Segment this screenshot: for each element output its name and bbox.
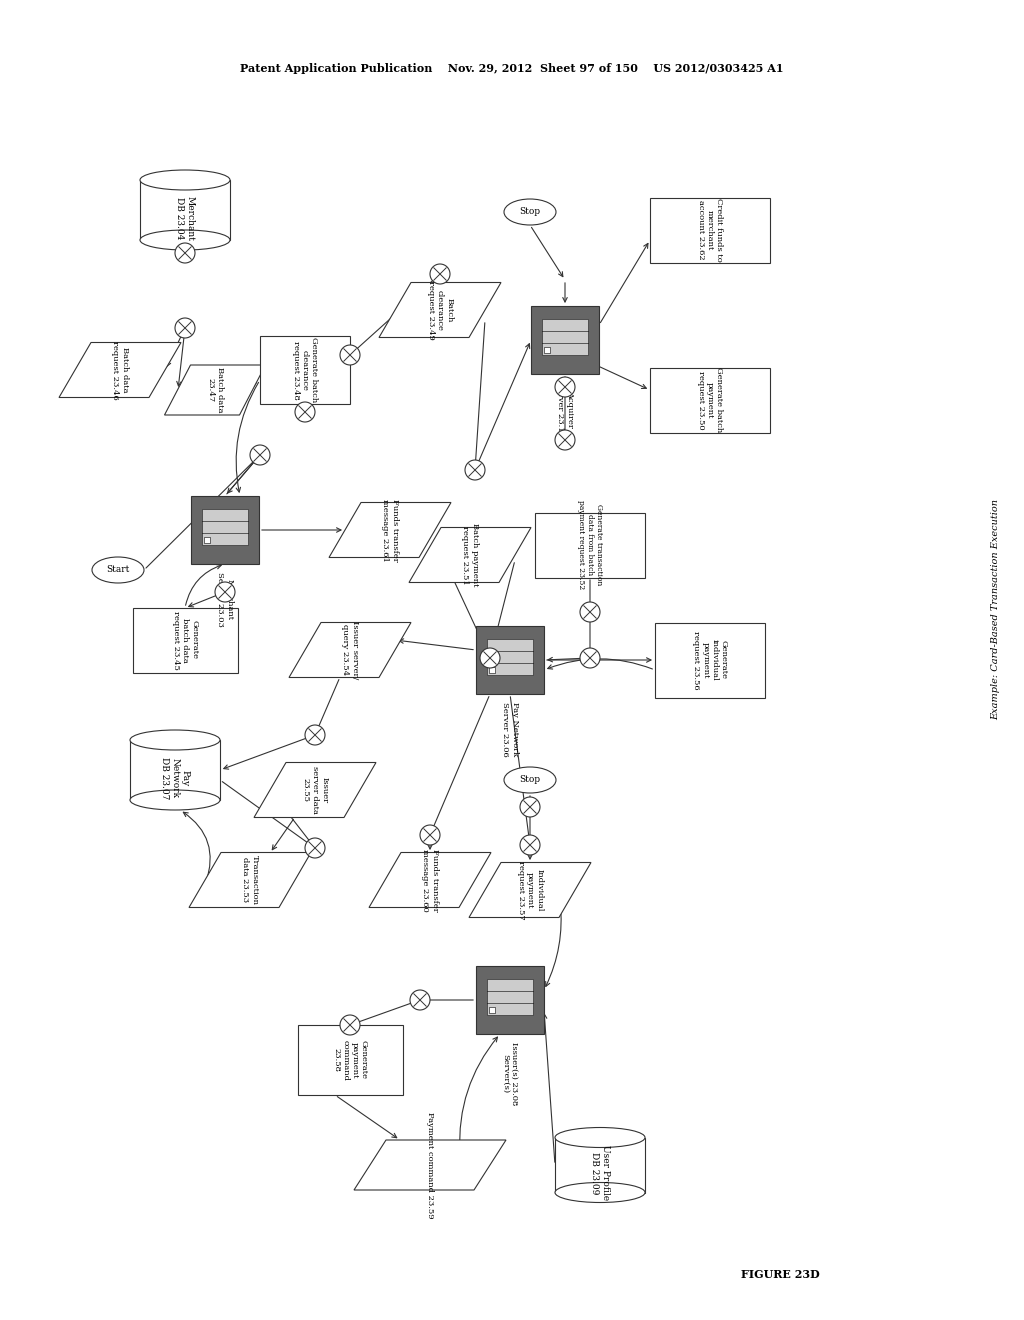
Bar [535,512,645,578]
Text: Batch data
23.47: Batch data 23.47 [207,367,223,413]
Circle shape [305,838,325,858]
Ellipse shape [555,1127,645,1147]
Circle shape [215,582,234,602]
Circle shape [430,264,450,284]
Circle shape [555,430,575,450]
Circle shape [295,403,315,422]
Bar [555,1138,645,1192]
Text: Stop: Stop [519,207,541,216]
Text: Issuer
server data
23.55: Issuer server data 23.55 [302,766,329,814]
Text: Generate batch
payment
request 23.50: Generate batch payment request 23.50 [696,367,723,433]
Text: User Profile
DB 23.09: User Profile DB 23.09 [590,1146,609,1201]
Text: FIGURE 23D: FIGURE 23D [740,1270,819,1280]
Polygon shape [369,853,490,908]
Text: Start: Start [106,565,130,574]
Bar [476,626,544,694]
Bar [476,966,544,1034]
Circle shape [555,378,575,397]
Text: Batch data
request 23.46: Batch data request 23.46 [112,341,129,400]
Text: Generate transaction
data from batch
payment request 23.52: Generate transaction data from batch pay… [577,500,603,590]
Polygon shape [189,853,311,908]
Ellipse shape [140,230,230,249]
Text: Pay
Network
DB 23.07: Pay Network DB 23.07 [160,756,189,799]
Text: Acquirer
Server 23.10: Acquirer Server 23.10 [556,381,573,437]
Circle shape [520,836,540,855]
Circle shape [580,648,600,668]
Circle shape [580,602,600,622]
Text: Example: Card-Based Transaction Execution: Example: Card-Based Transaction Executio… [991,499,1000,721]
Polygon shape [165,366,265,414]
Bar [204,537,210,543]
Text: Patent Application Publication    Nov. 29, 2012  Sheet 97 of 150    US 2012/0303: Patent Application Publication Nov. 29, … [241,62,783,74]
Bar [130,741,220,800]
Ellipse shape [130,789,220,810]
Bar [486,979,534,1015]
Bar [655,623,765,697]
Bar [650,367,770,433]
Circle shape [340,345,360,366]
Text: Payment command 23.59: Payment command 23.59 [426,1111,434,1218]
Polygon shape [469,862,591,917]
Circle shape [520,797,540,817]
Circle shape [480,648,500,668]
Ellipse shape [140,170,230,190]
Polygon shape [329,503,451,557]
Bar [132,607,238,672]
Ellipse shape [504,767,556,793]
Bar [650,198,770,263]
Circle shape [175,318,195,338]
Text: Generate
individual
payment
request 23.56: Generate individual payment request 23.5… [692,631,728,689]
Circle shape [420,825,440,845]
Circle shape [465,459,485,480]
Text: Stop: Stop [519,776,541,784]
Circle shape [305,725,325,744]
Text: Generate
payment
command
23.58: Generate payment command 23.58 [332,1040,368,1081]
Circle shape [410,990,430,1010]
Text: Credit funds to
merchant
account 23.62: Credit funds to merchant account 23.62 [696,198,723,261]
Text: Batch payment
request 23.51: Batch payment request 23.51 [462,523,478,587]
Text: Individual
payment
request 23.57: Individual payment request 23.57 [517,861,543,919]
Circle shape [250,445,270,465]
Text: Batch
clearance
request 23.49: Batch clearance request 23.49 [427,281,454,339]
Polygon shape [379,282,501,338]
Text: Generate batch
clearance
request 23.48: Generate batch clearance request 23.48 [292,338,318,403]
Polygon shape [59,342,181,397]
Bar [544,347,550,352]
Bar [260,337,350,404]
Text: Funds transfer
message 23.60: Funds transfer message 23.60 [422,849,438,911]
Bar [486,639,534,675]
Ellipse shape [130,730,220,750]
Polygon shape [409,528,531,582]
Polygon shape [254,763,376,817]
Text: Merchant
DB 23.04: Merchant DB 23.04 [175,195,195,240]
Text: Pay Network
Server 23.06: Pay Network Server 23.06 [502,702,518,756]
Text: Funds transfer
message 23.61: Funds transfer message 23.61 [381,499,398,561]
Bar [140,180,230,240]
Bar [531,306,599,374]
Text: Issuer(s) 23.08
Server(s): Issuer(s) 23.08 Server(s) [502,1041,518,1105]
Text: Transaction
data 23.53: Transaction data 23.53 [242,855,259,906]
Text: Issuer server/
query 23.54: Issuer server/ query 23.54 [341,620,358,680]
Circle shape [340,1015,360,1035]
Bar [542,319,588,355]
Bar [202,510,248,545]
Bar [191,496,259,564]
Ellipse shape [555,1183,645,1203]
Circle shape [175,243,195,263]
Bar [298,1026,402,1096]
Ellipse shape [92,557,144,583]
Bar [488,1007,495,1012]
Polygon shape [354,1140,506,1191]
Text: Merchant
Server 23.03: Merchant Server 23.03 [216,572,233,627]
Polygon shape [289,623,411,677]
Text: Generate
batch data
request 23.45: Generate batch data request 23.45 [172,611,199,669]
Bar [488,667,495,673]
Ellipse shape [504,199,556,224]
